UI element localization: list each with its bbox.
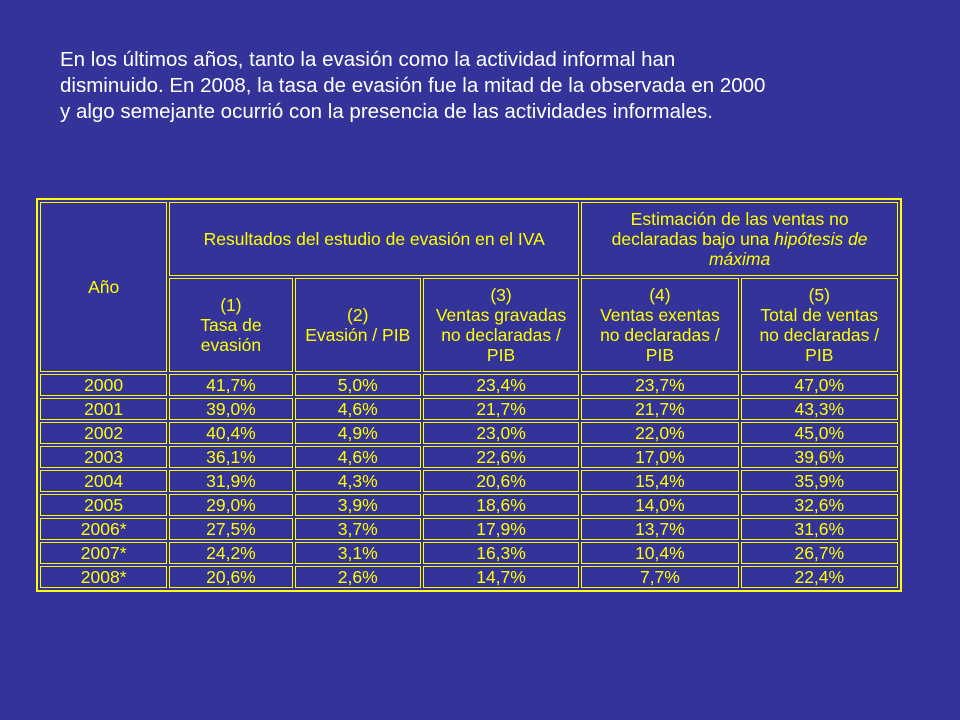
group-header-sales-estimate: Estimación de las ventas no declaradas b… (581, 202, 898, 276)
group2-line-2: declaradas bajo una hipótesis de (611, 229, 868, 249)
value-cell: 3,9% (294, 494, 421, 516)
value-cell: 13,7% (581, 518, 739, 540)
table-body: 2000 41,7% 5,0% 23,4% 23,7% 47,0% 2001 39,0% 4,6… (40, 374, 898, 588)
value-cell: 14,7% (422, 566, 580, 588)
year-cell: 2004 (40, 470, 168, 492)
value-cell: 20,6% (422, 470, 580, 492)
value-cell: 22,6% (422, 446, 580, 468)
value-cell: 31,6% (740, 518, 898, 540)
table-row: 2001 39,0% 4,6% 21,7% 21,7% 43,3% (40, 398, 898, 420)
year-cell: 2007* (40, 542, 168, 564)
value-cell: 27,5% (169, 518, 293, 540)
intro-paragraph: En los últimos años, tanto la evasión co… (60, 47, 900, 125)
table-row: 2007* 24,2% 3,1% 16,3% 10,4% 26,7% (40, 542, 898, 564)
year-cell: 2006* (40, 518, 168, 540)
value-cell: 23,0% (422, 422, 580, 444)
value-cell: 43,3% (740, 398, 898, 420)
value-cell: 29,0% (169, 494, 293, 516)
value-cell: 21,7% (422, 398, 580, 420)
value-cell: 21,7% (581, 398, 739, 420)
value-cell: 17,0% (581, 446, 739, 468)
value-cell: 39,6% (740, 446, 898, 468)
col-header-1: (1) Tasa de evasión (169, 278, 293, 372)
value-cell: 3,7% (294, 518, 421, 540)
col-header-2: (2) Evasión / PIB (294, 278, 421, 372)
table-row: 2008* 20,6% 2,6% 14,7% 7,7% 22,4% (40, 566, 898, 588)
year-header: Año (40, 202, 168, 372)
value-cell: 5,0% (294, 374, 421, 396)
value-cell: 22,4% (740, 566, 898, 588)
value-cell: 31,9% (169, 470, 293, 492)
year-cell: 2001 (40, 398, 168, 420)
group2-line-3: máxima (708, 249, 771, 269)
intro-line-2: disminuido. En 2008, la tasa de evasión … (60, 74, 766, 97)
value-cell: 45,0% (740, 422, 898, 444)
value-cell: 41,7% (169, 374, 293, 396)
col-header-5: (5) Total de ventas no declaradas / PIB (740, 278, 898, 372)
value-cell: 14,0% (581, 494, 739, 516)
value-cell: 39,0% (169, 398, 293, 420)
col-header-4: (4) Ventas exentas no declaradas / PIB (581, 278, 739, 372)
intro-line-1: En los últimos años, tanto la evasión co… (60, 48, 676, 71)
value-cell: 18,6% (422, 494, 580, 516)
year-cell: 2002 (40, 422, 168, 444)
value-cell: 22,0% (581, 422, 739, 444)
value-cell: 4,6% (294, 398, 421, 420)
header-row-top: Año Resultados del estudio de evasión en… (40, 202, 898, 372)
value-cell: 10,4% (581, 542, 739, 564)
evasion-table: Año Resultados del estudio de evasión en… (36, 198, 902, 592)
value-cell: 7,7% (581, 566, 739, 588)
table-row: 2000 41,7% 5,0% 23,4% 23,7% 47,0% (40, 374, 898, 396)
year-cell: 2008* (40, 566, 168, 588)
table-row: 2004 31,9% 4,3% 20,6% 15,4% 35,9% (40, 470, 898, 492)
value-cell: 2,6% (294, 566, 421, 588)
table-row: 2003 36,1% 4,6% 22,6% 17,0% 39,6% (40, 446, 898, 468)
value-cell: 4,3% (294, 470, 421, 492)
value-cell: 32,6% (740, 494, 898, 516)
value-cell: 4,9% (294, 422, 421, 444)
value-cell: 20,6% (169, 566, 293, 588)
group-header-evasion-study: Resultados del estudio de evasión en el … (169, 202, 580, 276)
value-cell: 35,9% (740, 470, 898, 492)
year-cell: 2003 (40, 446, 168, 468)
table-row: 2002 40,4% 4,9% 23,0% 22,0% 45,0% (40, 422, 898, 444)
value-cell: 15,4% (581, 470, 739, 492)
header-row-sub: (1) Tasa de evasión (2) Evasión / PIB (3… (40, 278, 898, 372)
col-header-3: (3) Ventas gravadas no declaradas / PIB (422, 278, 580, 372)
intro-line-3: y algo semejante ocurrió con la presenci… (60, 100, 713, 123)
value-cell: 40,4% (169, 422, 293, 444)
value-cell: 23,7% (581, 374, 739, 396)
year-cell: 2000 (40, 374, 168, 396)
value-cell: 23,4% (422, 374, 580, 396)
value-cell: 36,1% (169, 446, 293, 468)
value-cell: 17,9% (422, 518, 580, 540)
value-cell: 16,3% (422, 542, 580, 564)
value-cell: 26,7% (740, 542, 898, 564)
year-cell: 2005 (40, 494, 168, 516)
table-row: 2006* 27,5% 3,7% 17,9% 13,7% 31,6% (40, 518, 898, 540)
value-cell: 24,2% (169, 542, 293, 564)
value-cell: 3,1% (294, 542, 421, 564)
value-cell: 4,6% (294, 446, 421, 468)
value-cell: 47,0% (740, 374, 898, 396)
table-row: 2005 29,0% 3,9% 18,6% 14,0% 32,6% (40, 494, 898, 516)
group2-line-1: Estimación de las ventas no (630, 209, 849, 229)
